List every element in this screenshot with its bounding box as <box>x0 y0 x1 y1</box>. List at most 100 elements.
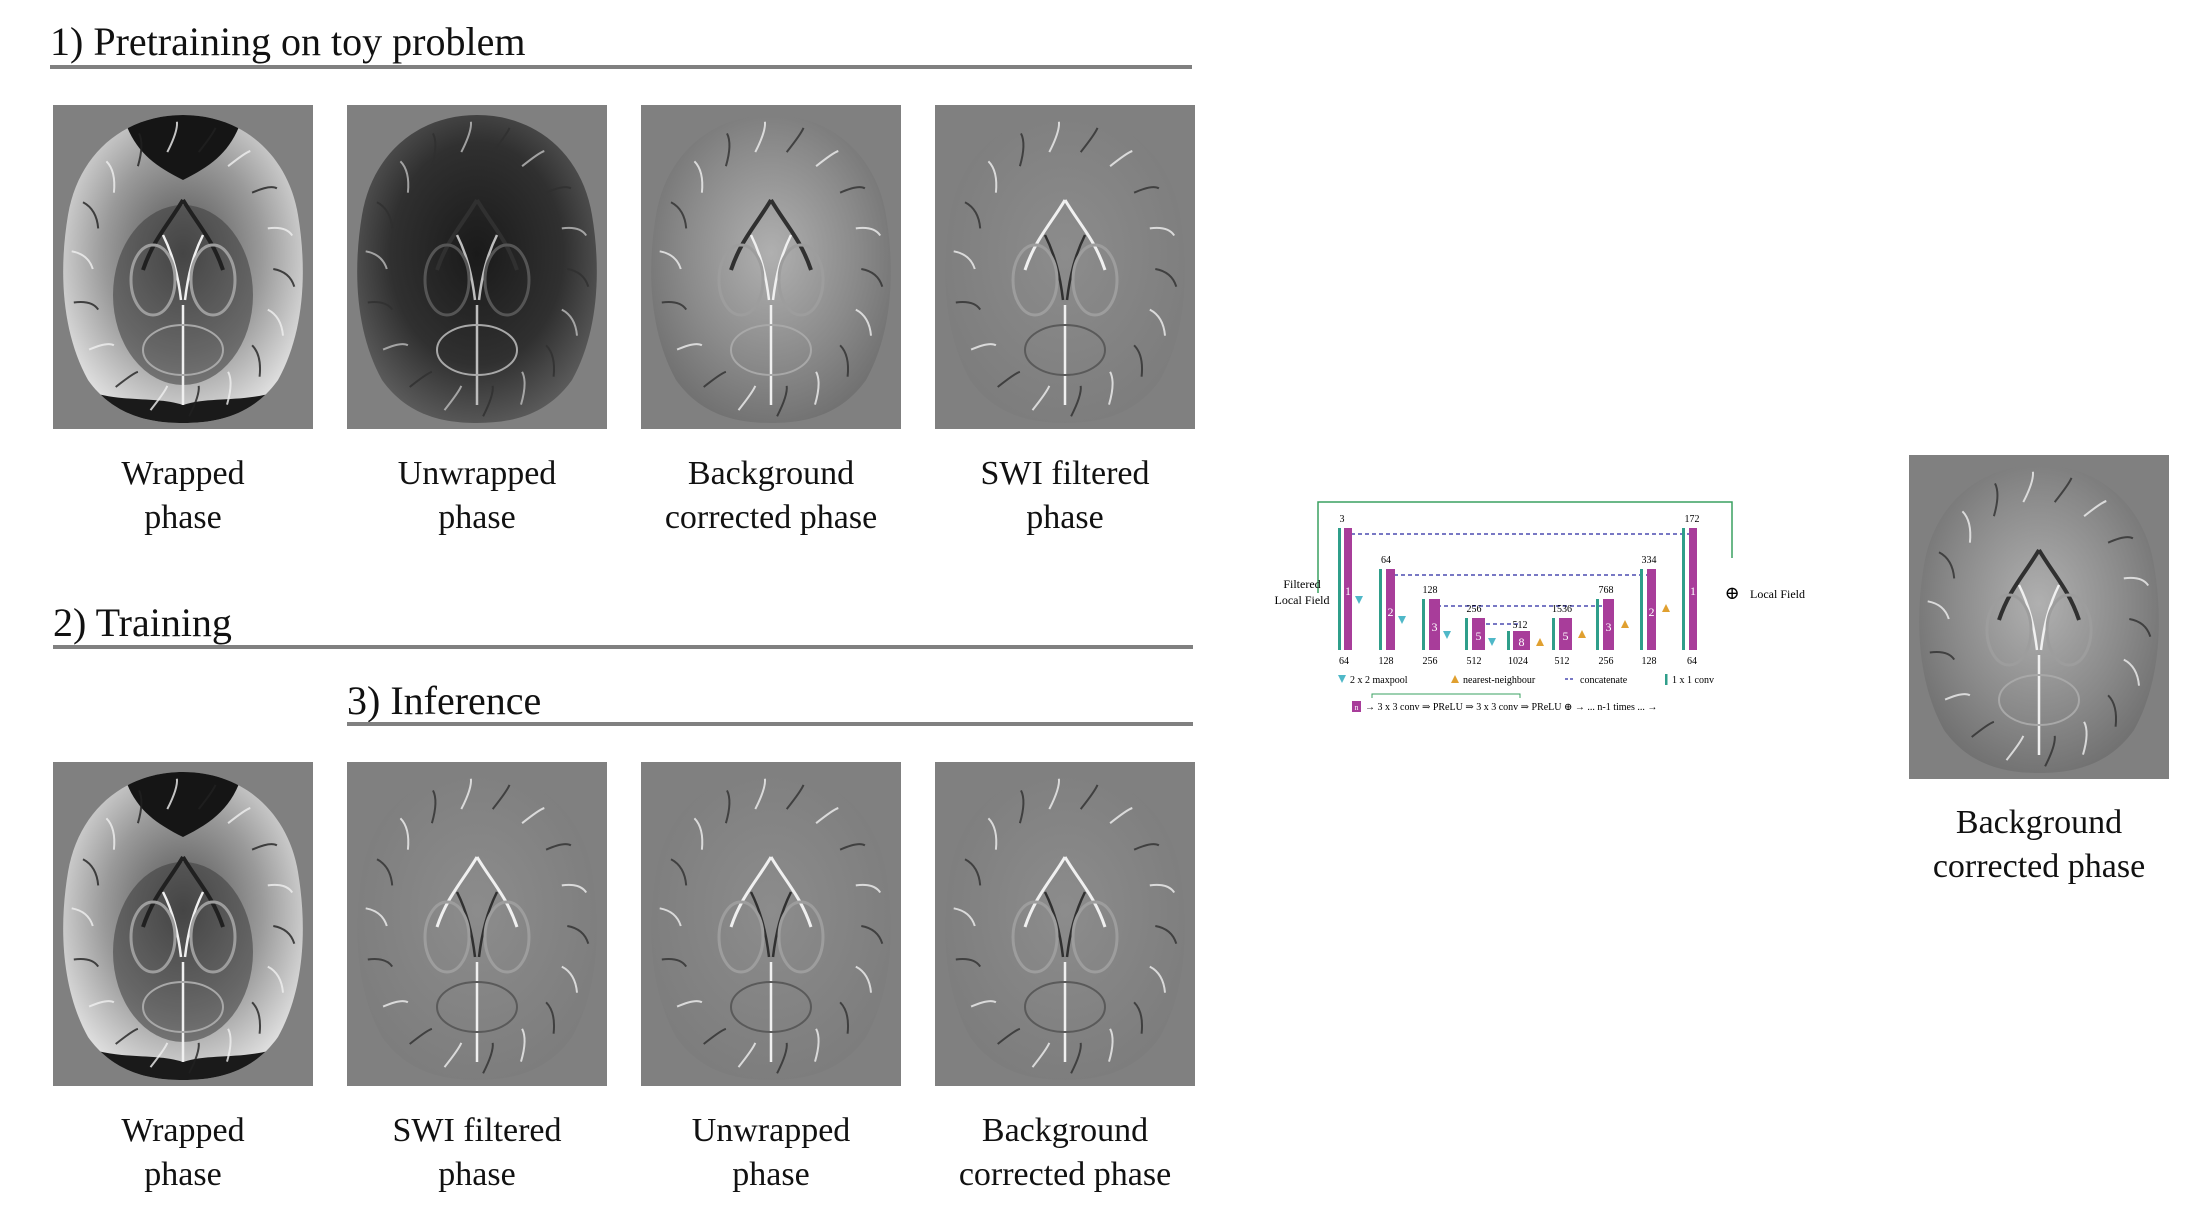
caption-line: Background <box>981 1112 1149 1149</box>
caption-unwrapped-phase-2: Unwrapped phase <box>611 1109 931 1197</box>
legend-concat: concatenate <box>1580 675 1628 686</box>
brain-image <box>935 762 1195 1086</box>
conv-bar <box>1596 599 1599 650</box>
block-3-right <box>1603 599 1614 650</box>
input-label-1: Filtered <box>1283 577 1320 591</box>
conv-bar <box>1507 631 1510 650</box>
bottom-number: 128 <box>1642 656 1657 667</box>
brain-image <box>935 105 1195 429</box>
input-label-2: Local Field <box>1275 593 1330 607</box>
caption-line: corrected phase <box>958 1156 1172 1193</box>
block-number: 1 <box>1690 584 1696 598</box>
conv-bar <box>1682 528 1685 650</box>
brain-panel-wrapped-phase-2 <box>53 762 313 1086</box>
caption-line: Wrapped <box>121 455 245 492</box>
block-number: 2 <box>1388 605 1394 619</box>
section-rule-pretraining <box>50 65 1192 69</box>
caption-line: Unwrapped <box>691 1112 851 1149</box>
top-number: 64 <box>1381 555 1391 566</box>
bottom-number: 1024 <box>1508 656 1528 667</box>
upsample-icon <box>1578 630 1586 638</box>
maxpool-legend-icon <box>1338 675 1346 683</box>
caption-swi-filtered-phase: SWI filtered phase <box>905 452 1225 540</box>
brain-image <box>1909 455 2169 779</box>
block-number: 1 <box>1345 584 1351 598</box>
bottom-number: 256 <box>1599 656 1614 667</box>
bottom-number: 64 <box>1339 656 1349 667</box>
block-legend-icon <box>1352 701 1361 712</box>
section-title-pretraining: 1) Pretraining on toy problem <box>50 19 526 64</box>
brain-panel-unwrapped-phase-2 <box>641 762 901 1086</box>
maxpool-icon <box>1443 631 1451 639</box>
conv-bar <box>1422 599 1425 650</box>
conv-bar <box>1640 569 1643 650</box>
brain-panel-background-corrected-phase-2 <box>935 762 1195 1086</box>
output-label: Local Field <box>1750 587 1805 601</box>
section-title-inference: 3) Inference <box>347 678 542 723</box>
block-1-right <box>1689 528 1697 650</box>
block-2-left <box>1386 569 1395 650</box>
caption-line: phase <box>144 1156 222 1193</box>
caption-line: corrected phase <box>664 499 878 536</box>
brain-image <box>641 762 901 1086</box>
caption-line: phase <box>438 1156 516 1193</box>
caption-output-background-corrected: Background corrected phase <box>1879 801 2192 889</box>
caption-line: SWI filtered <box>980 455 1150 492</box>
block-4-left <box>1472 618 1485 650</box>
block-number: 5 <box>1563 629 1569 643</box>
caption-wrapped-phase-2: Wrapped phase <box>23 1109 343 1197</box>
brain-panel-swi-filtered-phase <box>935 105 1195 429</box>
section-title-training: 2) Training <box>53 600 232 645</box>
top-number: 334 <box>1642 555 1657 566</box>
block-4-right <box>1559 618 1572 650</box>
maxpool-icon <box>1398 616 1406 624</box>
top-number: 172 <box>1685 514 1700 525</box>
bottom-number: 512 <box>1467 656 1482 667</box>
legend-block-desc: → 3 x 3 conv ⇒ PReLU ⇒ 3 x 3 conv ⇒ PReL… <box>1365 702 1657 713</box>
caption-line: Wrapped <box>121 1112 245 1149</box>
caption-wrapped-phase: Wrapped phase <box>23 452 343 540</box>
brain-panel-output-background-corrected <box>1909 455 2169 779</box>
conv-bar <box>1465 618 1468 650</box>
upsample-legend-icon <box>1451 675 1459 683</box>
caption-line: Background <box>687 455 855 492</box>
bottom-number: 512 <box>1555 656 1570 667</box>
brain-panel-swi-filtered-phase-2 <box>347 762 607 1086</box>
section-rule-inference <box>347 722 1193 726</box>
bottom-number: 128 <box>1379 656 1394 667</box>
block-bottleneck <box>1513 631 1530 650</box>
brain-panel-wrapped-phase <box>53 105 313 429</box>
conv-bar <box>1379 569 1382 650</box>
unet-diagram: Filtered Local Field 1 3 64 2 64 128 3 1… <box>1260 490 1860 730</box>
top-number: 3 <box>1340 514 1345 525</box>
legend-upsample: nearest-neighbour <box>1463 675 1536 686</box>
upsample-icon <box>1662 604 1670 612</box>
residual-skip-frame <box>1317 501 1733 593</box>
maxpool-icon <box>1355 596 1363 604</box>
block-2-right <box>1647 569 1656 650</box>
block-number: 3 <box>1606 620 1612 634</box>
brain-panel-background-corrected-phase <box>641 105 901 429</box>
block-number: 3 <box>1432 620 1438 634</box>
block-3-left <box>1429 599 1440 650</box>
upsample-icon <box>1621 620 1629 628</box>
bottom-number: 64 <box>1687 656 1697 667</box>
caption-line: phase <box>144 499 222 536</box>
caption-line: Unwrapped <box>397 455 557 492</box>
caption-line: Background <box>1955 804 2123 841</box>
conv1x1-legend-icon <box>1665 674 1668 685</box>
legend-conv1x1: 1 x 1 conv <box>1672 675 1714 686</box>
caption-background-corrected-phase-2: Background corrected phase <box>905 1109 1225 1197</box>
brain-image <box>641 105 901 429</box>
caption-swi-filtered-phase-2: SWI filtered phase <box>317 1109 637 1197</box>
sum-icon: ⊕ <box>1724 583 1739 603</box>
caption-line: phase <box>438 499 516 536</box>
conv-bar <box>1552 618 1555 650</box>
bottleneck-top-number: 512 <box>1513 620 1528 631</box>
top-number: 256 <box>1467 604 1482 615</box>
caption-line: phase <box>1026 499 1104 536</box>
top-number: 768 <box>1599 585 1614 596</box>
brain-panel-unwrapped-phase <box>347 105 607 429</box>
block-1-left <box>1344 528 1352 650</box>
upsample-icon <box>1536 638 1544 646</box>
